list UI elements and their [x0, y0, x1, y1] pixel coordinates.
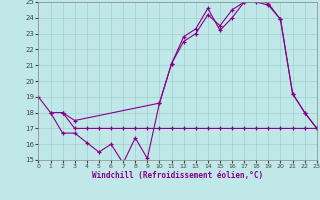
X-axis label: Windchill (Refroidissement éolien,°C): Windchill (Refroidissement éolien,°C)	[92, 171, 263, 180]
